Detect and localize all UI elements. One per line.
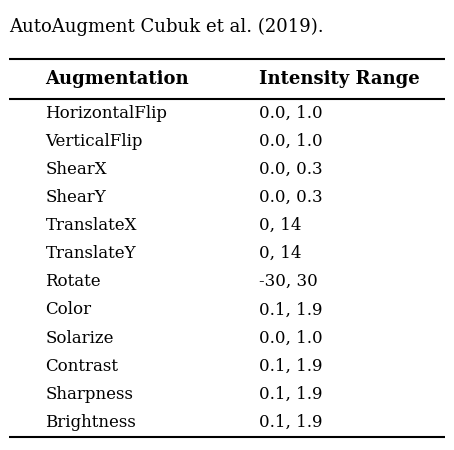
Text: 0.0, 1.0: 0.0, 1.0: [259, 329, 322, 346]
Text: 0.1, 1.9: 0.1, 1.9: [259, 302, 322, 319]
Text: 0.0, 1.0: 0.0, 1.0: [259, 104, 322, 122]
Text: -30, 30: -30, 30: [259, 273, 317, 290]
Text: Augmentation: Augmentation: [45, 70, 189, 88]
Text: TranslateX: TranslateX: [45, 217, 137, 234]
Text: 0.1, 1.9: 0.1, 1.9: [259, 414, 322, 431]
Text: 0.1, 1.9: 0.1, 1.9: [259, 386, 322, 403]
Text: TranslateY: TranslateY: [45, 245, 136, 262]
Text: Intensity Range: Intensity Range: [259, 70, 419, 88]
Text: 0.0, 0.3: 0.0, 0.3: [259, 189, 322, 206]
Text: VerticalFlip: VerticalFlip: [45, 133, 143, 150]
Text: Solarize: Solarize: [45, 329, 114, 346]
Text: 0, 14: 0, 14: [259, 245, 301, 262]
Text: Sharpness: Sharpness: [45, 386, 133, 403]
Text: 0, 14: 0, 14: [259, 217, 301, 234]
Text: 0.0, 1.0: 0.0, 1.0: [259, 133, 322, 150]
Text: Rotate: Rotate: [45, 273, 101, 290]
Text: 0.1, 1.9: 0.1, 1.9: [259, 358, 322, 375]
Text: Brightness: Brightness: [45, 414, 136, 431]
Text: ShearY: ShearY: [45, 189, 106, 206]
Text: HorizontalFlip: HorizontalFlip: [45, 104, 168, 122]
Text: 0.0, 0.3: 0.0, 0.3: [259, 161, 322, 178]
Text: ShearX: ShearX: [45, 161, 107, 178]
Text: Contrast: Contrast: [45, 358, 118, 375]
Text: AutoAugment Cubuk et al. (2019).: AutoAugment Cubuk et al. (2019).: [9, 18, 324, 36]
Text: Color: Color: [45, 302, 92, 319]
